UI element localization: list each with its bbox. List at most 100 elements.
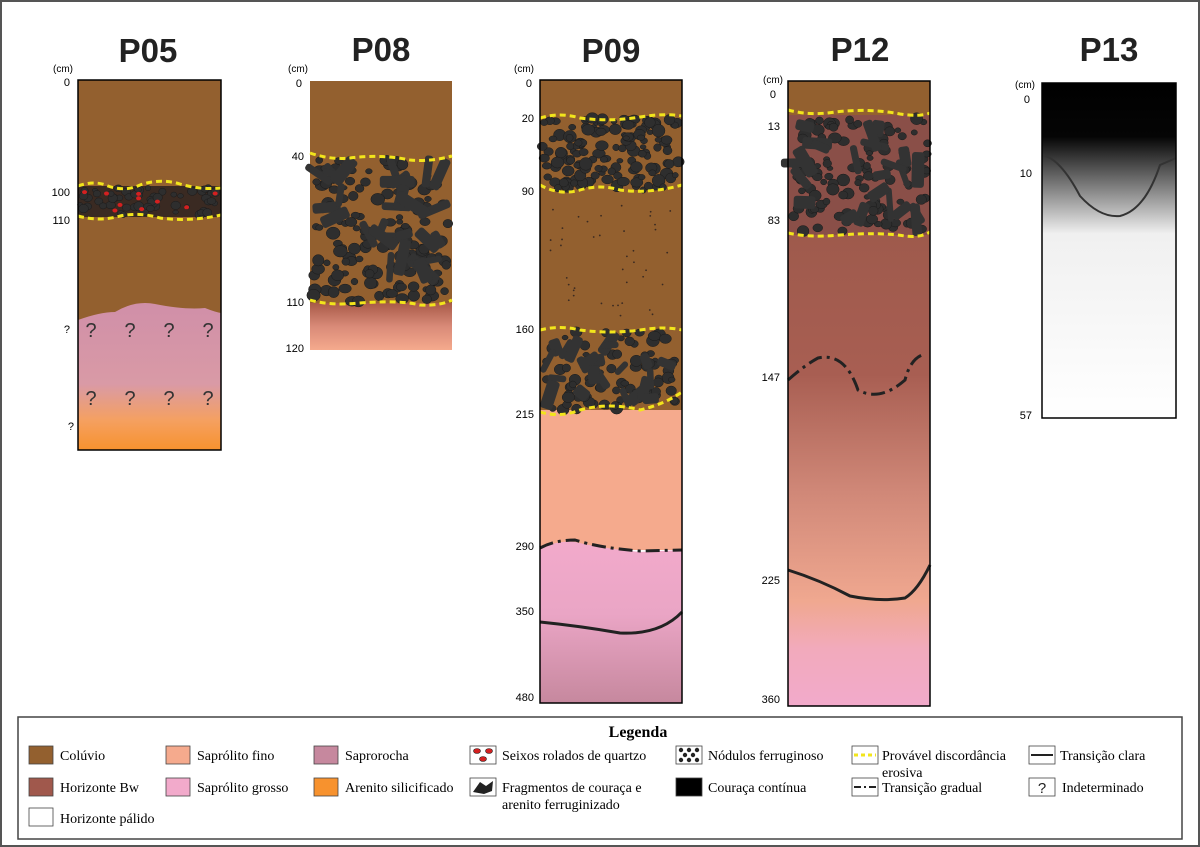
p13-couraca-to-palido-layer [1042, 83, 1176, 418]
profile-p13: P13 (cm) 0 10 57 [1015, 31, 1177, 422]
p05-tick-label: 100 [52, 187, 70, 199]
legend-swatch-horizonte-bw [28, 777, 54, 797]
legend-label-transicao-clara: Transição clara [1060, 749, 1146, 764]
profile-p09: P09 (cm) 0 20 90 160 215 290 350 480 [514, 32, 685, 704]
p05-question-mark: ? [202, 320, 213, 342]
legend-swatch-fragmentos [469, 777, 497, 797]
p08-fragmentos-layer [305, 155, 454, 308]
p08-discordancia-top [309, 151, 453, 162]
p05-discordancia-top [77, 179, 222, 191]
p12-transicao-gradual [787, 353, 923, 396]
p08-tick-label: 110 [286, 297, 304, 309]
p05-question-mark: ? [163, 320, 174, 342]
p08-tick-label: 0 [296, 78, 302, 90]
p13-tick-label: 57 [1020, 410, 1032, 422]
p12-fragmentos-layer [780, 112, 932, 237]
p12-tick-label: 0 [770, 89, 776, 101]
legend-swatch-horizonte-palido [28, 807, 54, 827]
legend-swatch-couraca [675, 777, 703, 797]
p08-tick-label: 40 [292, 151, 304, 163]
legend-label-saprolito-fino: Saprólito fino [197, 749, 274, 764]
p12-transicao-clara [787, 564, 932, 602]
legend-indeterminado-symbol: ? [1038, 780, 1046, 797]
p05-outline [77, 79, 222, 451]
p12-tick-label: 360 [762, 694, 780, 706]
p12-tick-label: 83 [768, 215, 780, 227]
legend-label-discordancia-line2: erosiva [882, 766, 923, 781]
p09-discordancia-90 [539, 183, 683, 194]
p08-discordancia-bottom [309, 298, 453, 307]
legend-swatch-saprolito-fino [165, 745, 191, 765]
p09-fragmentos-layer [540, 326, 680, 416]
legend-label-saprolito-grosso: Saprólito grosso [197, 781, 288, 796]
legend-label-nodulos: Nódulos ferruginoso [708, 749, 824, 764]
p05-tick-label: ? [64, 324, 70, 336]
p09-scatter-dots [549, 204, 672, 317]
legend-swatch-transicao-clara [1028, 745, 1056, 765]
legend-swatch-arenito-silicificado [313, 777, 339, 797]
p09-tick-label: 20 [522, 113, 534, 125]
p05-discordancia-bottom [77, 212, 222, 221]
p13-tick-label: 0 [1024, 94, 1030, 106]
legend-swatch-discordancia [851, 745, 879, 765]
p09-discordancia-215 [539, 390, 683, 417]
p05-seixos-pebbles [77, 184, 221, 220]
legend-swatch-coluvio [28, 745, 54, 765]
p05-tick-label: ? [68, 421, 74, 433]
p12-discordancia-83 [787, 230, 931, 238]
p09-discordancia-160 [539, 326, 683, 334]
p05-question-mark: ? [163, 388, 174, 410]
profile-p12: P12 (cm) 0 13 83 147 225 360 [762, 31, 932, 707]
p05-title: P05 [119, 32, 178, 69]
p13-title: P13 [1080, 31, 1139, 68]
p13-unit-label: (cm) [1015, 80, 1035, 91]
p13-outline [1041, 82, 1177, 419]
p12-unit-label: (cm) [763, 75, 783, 86]
legend-label-horizonte-palido: Horizonte pálido [60, 812, 154, 827]
legend: Legenda Colúvio Horizonte Bw Horizonte p… [17, 716, 1183, 840]
p09-tick-label: 215 [516, 409, 534, 421]
p12-tick-label: 147 [762, 372, 780, 384]
p12-tick-label: 13 [768, 121, 780, 133]
legend-swatch-nodulos [675, 745, 703, 765]
p09-tick-label: 350 [516, 606, 534, 618]
profile-p05: P05 (cm) 0 100 110 ? ? ? ? ? ? ? ? ? ? [52, 32, 222, 451]
p13-transicao-clara [1041, 154, 1177, 218]
p09-unit-label: (cm) [514, 64, 534, 75]
legend-label-coluvio: Colúvio [60, 749, 105, 764]
p09-title: P09 [582, 32, 641, 69]
legend-label-indeterminado: Indeterminado [1062, 781, 1144, 796]
profile-p08: P08 (cm) 0 40 110 120 [286, 31, 454, 355]
p08-unit-label: (cm) [288, 64, 308, 75]
p05-question-mark: ? [202, 388, 213, 410]
p12-lower-layer [788, 232, 930, 706]
p09-tick-label: 90 [522, 186, 534, 198]
legend-label-couraca: Couraça contínua [708, 781, 807, 796]
legend-label-horizonte-bw: Horizonte Bw [60, 781, 140, 796]
p12-outline [787, 80, 931, 707]
legend-label-transicao-gradual: Transição gradual [882, 781, 982, 796]
legend-swatch-indeterminado: ? [1028, 777, 1056, 797]
p09-tick-label: 480 [516, 692, 534, 704]
legend-swatch-transicao-gradual [851, 777, 879, 797]
p09-tick-label: 290 [516, 541, 534, 553]
p08-title: P08 [352, 31, 411, 68]
p08-tick-label: 120 [286, 343, 304, 355]
legend-swatch-seixos [469, 745, 497, 765]
legend-swatch-saprolito-grosso [165, 777, 191, 797]
p05-question-mark: ? [124, 388, 135, 410]
p09-transicao-clara [539, 610, 684, 635]
legend-label-fragmentos-line2: arenito ferruginizado [502, 798, 620, 813]
legend-title: Legenda [609, 724, 668, 741]
p05-saprorocha-arenito-layer [78, 303, 221, 450]
p05-question-mark: ? [124, 320, 135, 342]
legend-label-saprorocha: Saprorocha [345, 749, 410, 764]
p09-outline [539, 79, 683, 704]
p12-title: P12 [831, 31, 890, 68]
legend-box [17, 716, 1183, 840]
legend-label-arenito-silicificado: Arenito silicificado [345, 781, 453, 796]
p09-tick-label: 0 [526, 78, 532, 90]
p13-tick-label: 10 [1020, 168, 1032, 180]
